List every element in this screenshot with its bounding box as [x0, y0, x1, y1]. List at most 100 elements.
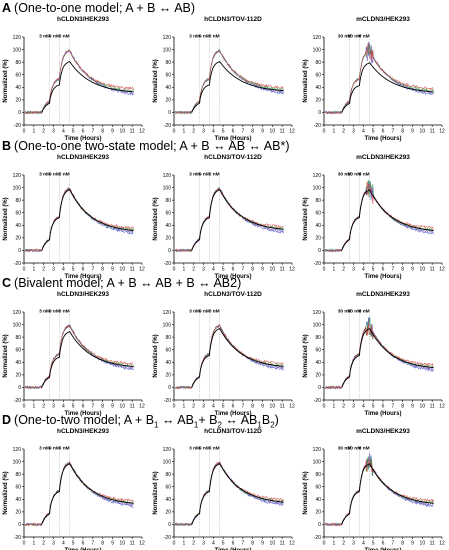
y-tick-label: 100	[313, 459, 322, 465]
x-tick-label: 3	[352, 404, 355, 410]
series-line-replicate	[324, 180, 434, 253]
x-tick-label: 12	[439, 541, 445, 547]
x-tick-label: 9	[261, 404, 264, 410]
x-tick-label: 8	[401, 404, 404, 410]
y-tick-label: 40	[315, 223, 321, 229]
series-line-replicate	[24, 461, 134, 527]
x-tick-label: 5	[222, 404, 225, 410]
y-tick-label: 0	[318, 248, 321, 254]
y-tick-label: 120	[13, 310, 22, 316]
concentration-label: 3 nM	[189, 34, 200, 40]
y-tick-label: -20	[314, 123, 321, 129]
series-line-replicate	[324, 458, 434, 527]
x-tick-label: 6	[82, 267, 85, 273]
x-tick-label: 9	[411, 404, 414, 410]
x-axis-label: Time (Hours)	[65, 411, 102, 417]
section-title-b: B (One-to-one two-state model; A + B ↔ AB…	[2, 139, 290, 153]
series-line-fit	[341, 328, 434, 388]
x-tick-label: 1	[332, 404, 335, 410]
section-title-text: 1	[193, 420, 199, 430]
concentration-label: 9 nM	[199, 309, 210, 315]
x-tick-label: 8	[101, 541, 104, 547]
concentration-label: 0 nM	[59, 309, 70, 315]
series-line-replicate	[174, 187, 284, 253]
y-tick-label: 120	[313, 173, 322, 179]
y-tick-label: 40	[165, 497, 171, 503]
x-tick-label: 7	[241, 541, 244, 547]
series-line-fit	[41, 189, 134, 251]
x-tick-label: 8	[401, 129, 404, 135]
series-line-replicate	[324, 179, 434, 253]
y-tick-label: 120	[13, 173, 22, 179]
series-line-replicate	[324, 41, 434, 115]
section-title-a: A (One-to-one model; A + B ↔ AB)	[2, 1, 195, 15]
x-tick-label: 0	[23, 541, 26, 547]
x-tick-label: 2	[192, 129, 195, 135]
series-line-replicate	[24, 462, 134, 527]
series-line-replicate	[24, 325, 134, 390]
x-tick-label: 12	[439, 267, 445, 273]
y-tick-label: -20	[14, 123, 21, 129]
x-axis-label: Time (Hours)	[215, 274, 252, 280]
x-tick-label: 0	[323, 404, 326, 410]
y-tick-label: 40	[315, 85, 321, 91]
y-tick-label: 80	[315, 472, 321, 478]
concentration-label: 9 nM	[199, 34, 210, 40]
x-axis-label: Time (Hours)	[65, 136, 102, 142]
concentration-label: 9 nM	[199, 446, 210, 452]
x-tick-label: 3	[202, 129, 205, 135]
x-tick-label: 12	[289, 404, 295, 410]
section-title-text: ↔ AB	[158, 413, 194, 427]
x-tick-label: 10	[420, 541, 426, 547]
y-tick-label: 40	[315, 360, 321, 366]
y-tick-label: 60	[15, 211, 21, 217]
y-axis-label: Normalized (%)	[153, 471, 159, 514]
panel-title: hCLDN3/HEK293	[57, 154, 109, 161]
x-tick-label: 7	[391, 129, 394, 135]
y-tick-label: 100	[163, 322, 172, 328]
y-axis-label: Normalized (%)	[153, 59, 159, 102]
y-tick-label: 60	[15, 485, 21, 491]
y-tick-label: 60	[315, 485, 321, 491]
concentration-label: 9 nM	[49, 446, 60, 452]
concentration-label: 9 nM	[49, 34, 60, 40]
x-tick-label: 0	[23, 404, 26, 410]
concentration-label: 90 nM	[348, 446, 362, 452]
y-tick-label: 20	[165, 510, 171, 516]
y-axis-label: Normalized (%)	[303, 197, 309, 240]
y-tick-label: 80	[15, 198, 21, 204]
y-tick-label: 80	[165, 198, 171, 204]
section-title-text: 1	[257, 420, 262, 430]
x-tick-label: 4	[362, 267, 365, 273]
x-tick-label: 11	[130, 129, 135, 135]
series-line-replicate	[324, 316, 434, 390]
series-line-replicate	[174, 461, 284, 526]
x-tick-label: 10	[420, 267, 426, 273]
panel-title: mCLDN3/HEK293	[356, 428, 410, 435]
x-tick-label: 5	[222, 267, 225, 273]
concentration-label: 0 nM	[59, 446, 70, 452]
concentration-label: 0 nM	[359, 309, 370, 315]
x-tick-label: 10	[270, 541, 276, 547]
x-tick-label: 8	[401, 267, 404, 273]
y-tick-label: 20	[15, 98, 21, 104]
x-tick-label: 7	[241, 267, 244, 273]
x-tick-label: 12	[439, 129, 445, 135]
y-tick-label: -20	[14, 535, 21, 541]
concentration-label: 90 nM	[348, 172, 362, 178]
x-tick-label: 10	[270, 129, 276, 135]
concentration-label: 0 nM	[359, 34, 370, 40]
y-tick-label: 100	[163, 459, 172, 465]
series-line-fit	[191, 328, 284, 388]
y-tick-label: 0	[168, 248, 171, 254]
x-tick-label: 11	[130, 404, 135, 410]
x-tick-label: 1	[32, 129, 35, 135]
x-axis-label: Time (Hours)	[215, 136, 252, 142]
x-tick-label: 6	[232, 129, 235, 135]
section-title-text: (One-to-one model; A + B ↔ AB)	[14, 1, 196, 15]
y-tick-label: 100	[313, 185, 322, 191]
y-axis-label: Normalized (%)	[3, 471, 9, 514]
